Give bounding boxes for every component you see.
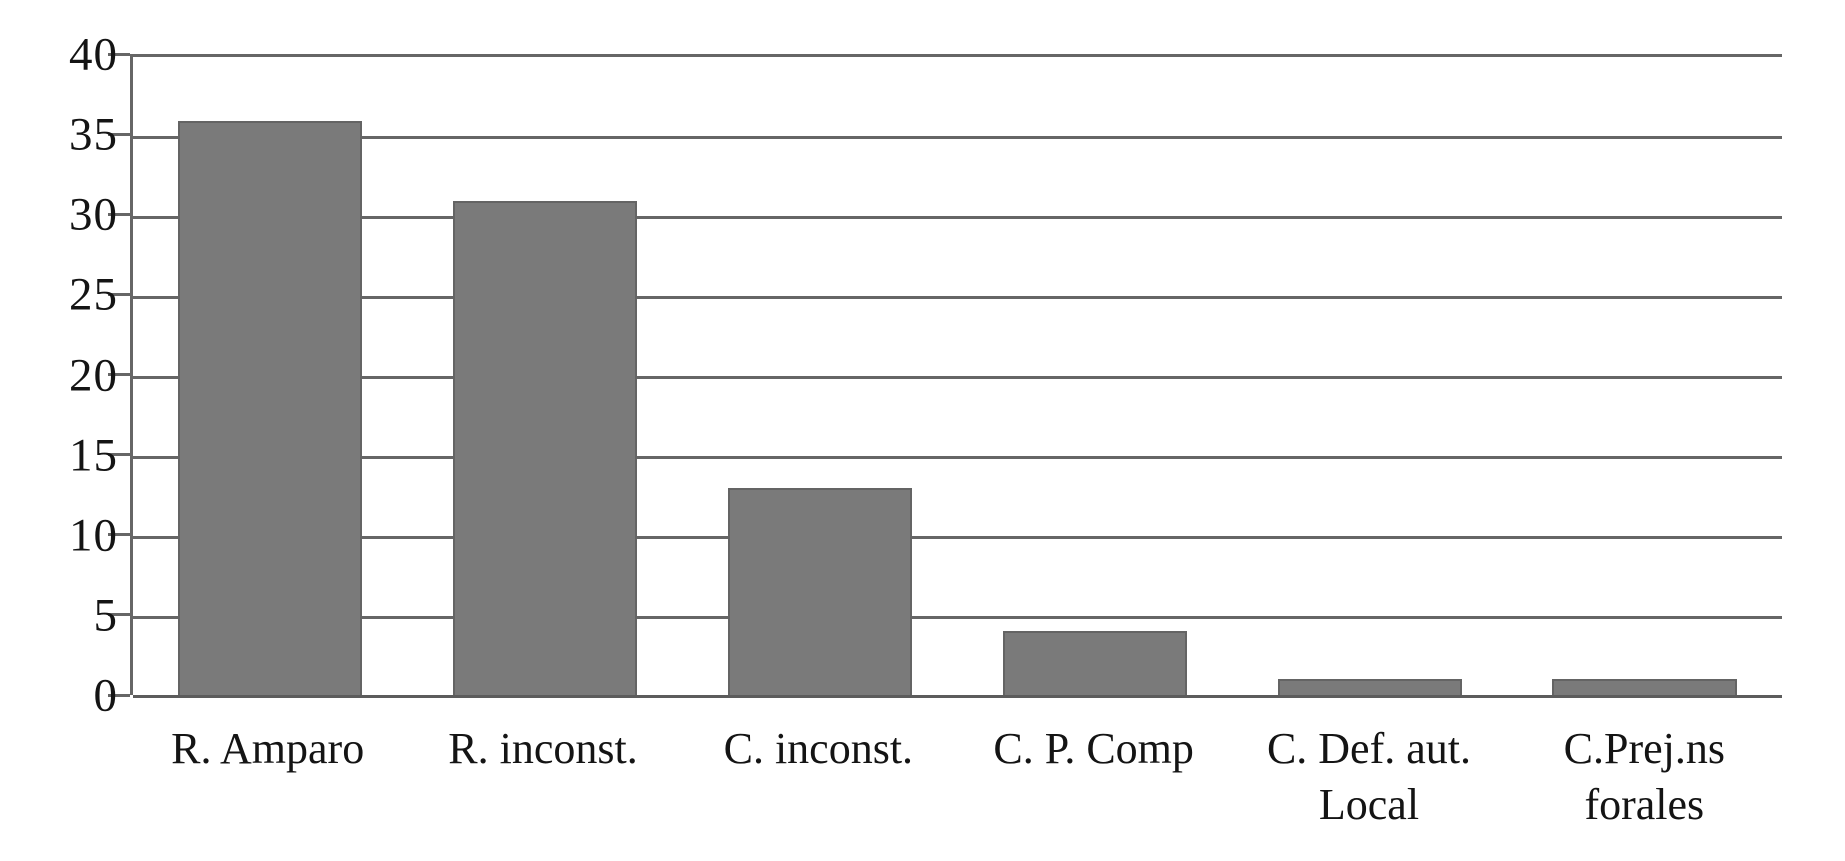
x-axis-labels: R. Amparo R. inconst. C. inconst. C. P. Com… [130,721,1782,834]
bar-2 [728,487,913,695]
plot-area [130,54,1782,698]
gridline-y15 [133,456,1782,459]
y-axis-tick-label-5: 5 [93,589,118,642]
x-axis-label-4: C. Def. aut. Local [1266,724,1471,830]
y-axis-tick-0 [108,694,130,697]
gridline-y35 [133,136,1782,139]
bar-5 [1552,679,1737,695]
x-axis-label-2: C. inconst. [723,724,914,773]
y-axis-tick-25 [108,293,130,296]
x-axis-label-3: C. P. Comp [993,724,1194,773]
y-axis-tick-label-0: 0 [93,669,118,722]
x-axis-label-1: R. inconst. [448,724,638,773]
gridline-y5 [133,616,1782,619]
y-axis-tick-20 [108,373,130,376]
y-axis-tick-10 [108,533,130,536]
bar-cell-5 [1507,57,1782,695]
bar-cell-4 [1232,57,1507,695]
y-axis-tick-label-30: 30 [69,188,118,241]
gridline-y25 [133,296,1782,299]
y-axis-tick-15 [108,453,130,456]
gridline-y30 [133,216,1782,219]
bar-cell-1 [408,57,683,695]
y-axis-tick-label-15: 15 [69,429,118,482]
x-axis-line [133,695,1782,698]
bar-4 [1277,679,1462,695]
bar-cell-0 [133,57,408,695]
bars-container [133,57,1782,695]
y-axis-tick-label-20: 20 [69,349,118,402]
y-axis-tick-40 [108,53,130,56]
bar-0 [178,120,363,695]
x-axis-label-5: C.Prej.ns forales [1563,724,1725,830]
y-axis-tick-35 [108,133,130,136]
gridline-y20 [133,376,1782,379]
bar-1 [453,200,638,695]
bar-3 [1002,631,1187,695]
gridline-y10 [133,536,1782,539]
y-axis-tick-label-25: 25 [69,268,118,321]
y-axis-tick-label-10: 10 [69,509,118,562]
y-axis-tick-30 [108,213,130,216]
y-axis-tick-label-40: 40 [69,28,118,81]
bar-cell-2 [683,57,958,695]
bar-cell-3 [957,57,1232,695]
y-axis-tick-5 [108,613,130,616]
x-axis-label-0: R. Amparo [171,724,365,773]
y-axis-tick-label-35: 35 [69,108,118,161]
